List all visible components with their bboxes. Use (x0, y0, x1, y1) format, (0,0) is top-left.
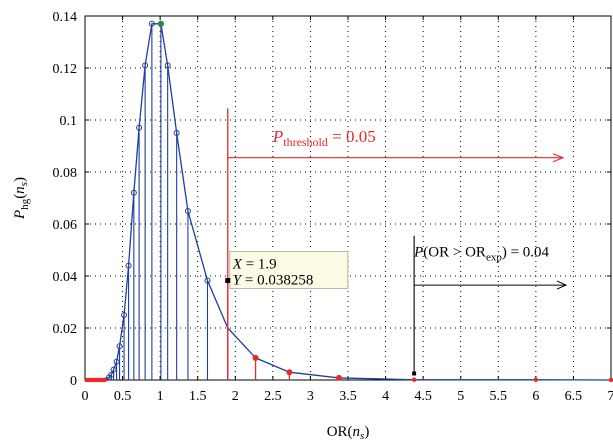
data-point (142, 62, 149, 69)
data-tip-marker (225, 278, 231, 284)
x-tick-label: 1 (157, 389, 164, 404)
data-point (110, 366, 117, 373)
y-tick-label: 0.14 (53, 10, 78, 25)
x-tick-label: 5 (457, 389, 464, 404)
stems (106, 23, 209, 380)
data-point (125, 262, 132, 269)
data-point (184, 208, 191, 214)
data-point (113, 358, 120, 365)
y-tick-label: 0.06 (53, 218, 78, 233)
x-tick-label: 7 (608, 389, 613, 404)
y-tick-label: 0 (70, 374, 77, 389)
y-tick-label: 0.02 (53, 322, 78, 337)
x-axis-label: OR(ns) (327, 424, 370, 442)
observed-arrowhead (556, 280, 568, 290)
data-tip-x: X = 1.9 (232, 257, 277, 273)
y-tick-label: 0.04 (53, 270, 78, 285)
data-point (286, 369, 293, 376)
data-point (108, 371, 115, 378)
threshold-label: Pthreshold = 0.05 (272, 127, 376, 149)
y-tick-label: 0.12 (53, 62, 78, 77)
x-tick-label: 0 (82, 389, 89, 404)
markers (84, 20, 613, 383)
x-tick-label: 0.5 (114, 389, 132, 404)
pvalue-label: P(OR > ORexp) = 0.04 (413, 245, 549, 264)
x-tick-label: 3 (307, 389, 314, 404)
data-point (252, 354, 259, 361)
data-point (204, 277, 211, 284)
data-point (411, 377, 417, 382)
data-tip-y: Y = 0.038258 (233, 273, 314, 289)
data-point (164, 62, 171, 69)
data-point (335, 374, 342, 381)
data-point (116, 343, 123, 350)
x-ticks: 0 0.5 1 1.5 2 2.5 3 3.5 4 4.5 5 5.5 6 6.5 7 (82, 16, 613, 404)
data-point (121, 312, 128, 318)
data-point (608, 377, 613, 383)
data-point (130, 189, 137, 196)
grid (85, 16, 611, 380)
y-ticks: 0 0.02 0.04 0.06 0.08 0.1 0.12 0.14 (53, 10, 611, 389)
y-tick-label: 0.1 (60, 114, 78, 129)
data-point (173, 130, 180, 136)
data-tip-box (229, 251, 349, 290)
x-tick-label: 1.5 (189, 389, 207, 404)
y-axis-label: Phg(ns) (12, 177, 31, 220)
threshold-arrowhead (552, 153, 565, 163)
y-tick-label: 0.08 (53, 166, 78, 181)
x-tick-label: 6 (532, 389, 539, 404)
x-tick-label: 6.5 (565, 389, 583, 404)
data-point (533, 377, 539, 382)
data-point (148, 20, 155, 27)
x-tick-label: 5.5 (490, 389, 508, 404)
highlight-marker (157, 20, 164, 27)
x-tick-label: 2 (232, 389, 239, 404)
x-tick-label: 2.5 (264, 389, 282, 404)
data-point (136, 124, 143, 131)
x-tick-label: 4 (382, 389, 389, 404)
x-tick-label: 4.5 (414, 389, 432, 404)
x-tick-label: 3.5 (339, 389, 357, 404)
